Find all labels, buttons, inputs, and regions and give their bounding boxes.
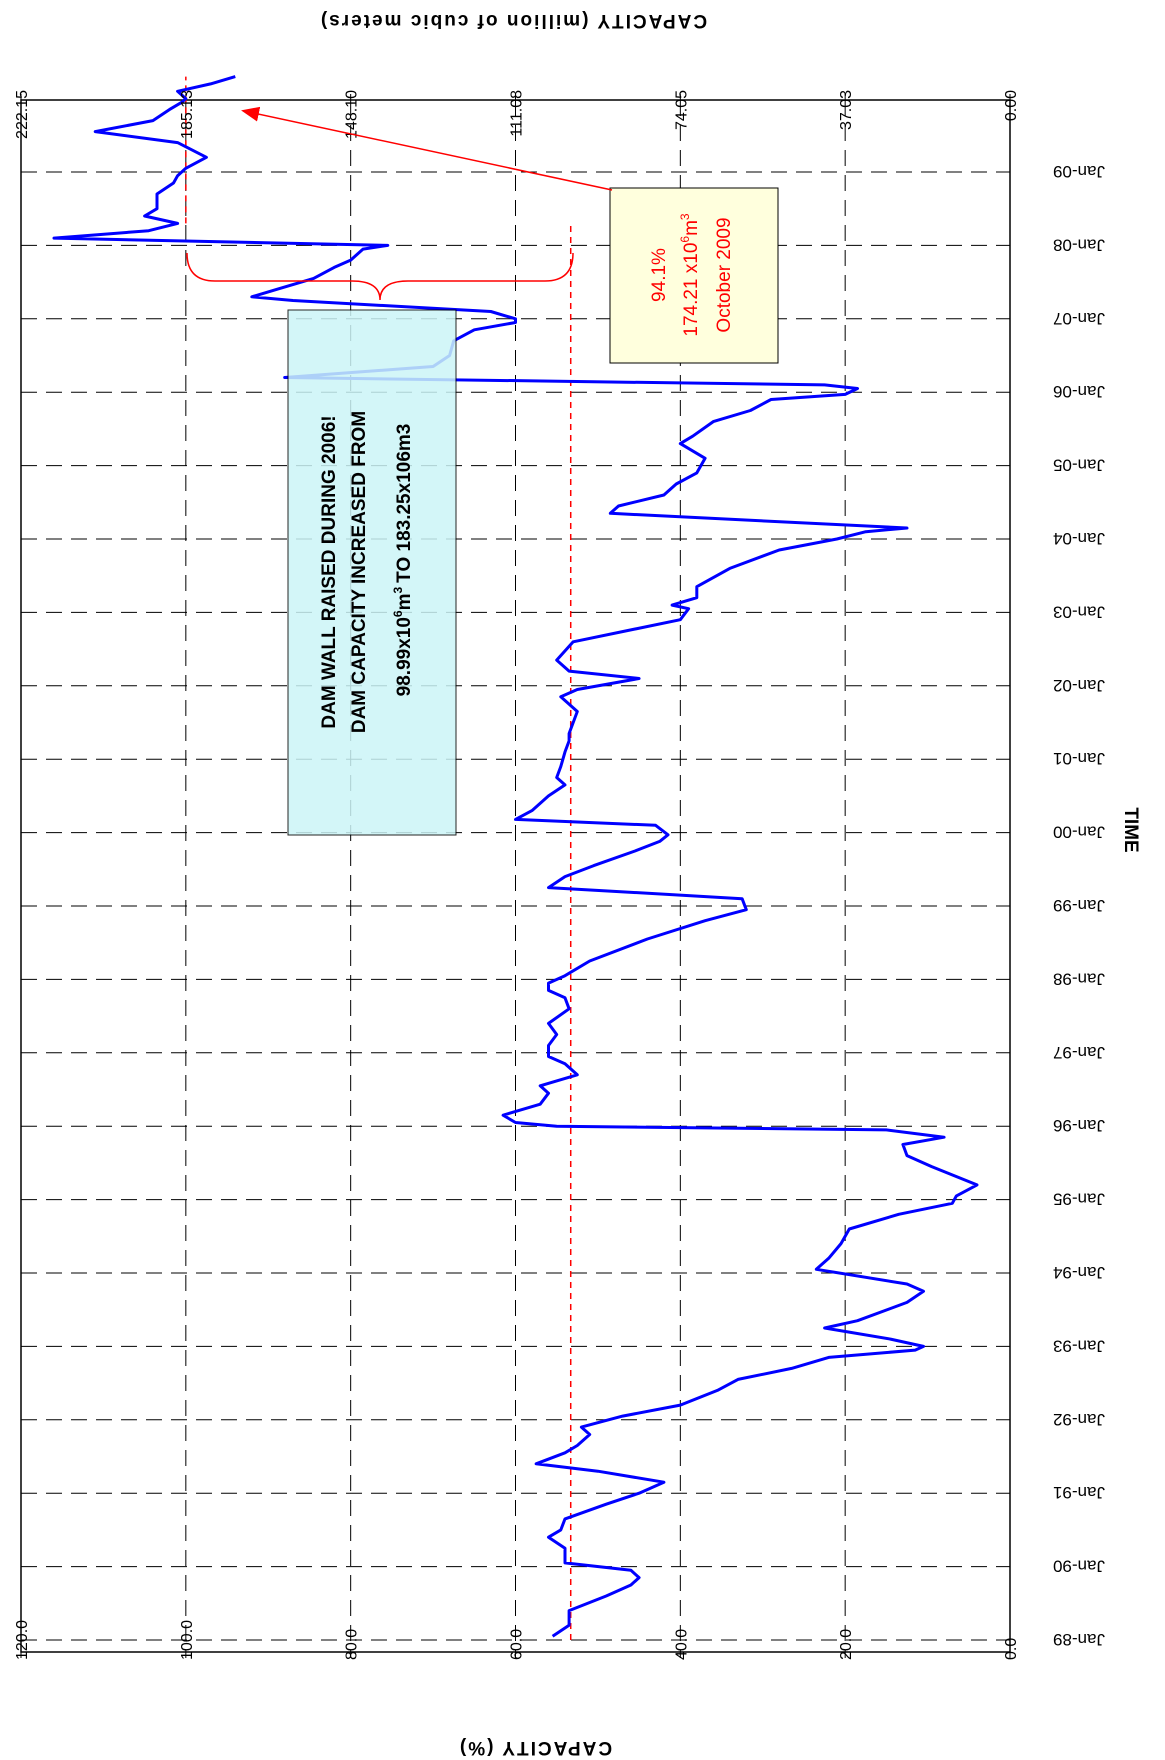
- date-tick-label: Jan-92: [1053, 1410, 1105, 1429]
- grid-lines: [21, 100, 1010, 1652]
- date-tick-label: Jan-94: [1053, 1263, 1105, 1282]
- date-tick-label: Jan-00: [1053, 823, 1105, 842]
- date-tick-label: Jan-99: [1053, 896, 1105, 915]
- date-tick-label: Jan-01: [1053, 749, 1105, 768]
- tick-labels: 0.0 0.00 20.0 37.03 40.0 74.05 60.0 111.08 80.0 1…: [14, 90, 1105, 1660]
- date-tick-label: Jan-91: [1053, 1483, 1105, 1502]
- pct-tick-label: 80.0: [344, 1629, 361, 1660]
- date-tick-label: Jan-07: [1053, 309, 1105, 328]
- date-tick-label: Jan-93: [1053, 1336, 1105, 1355]
- date-tick-label: Jan-04: [1053, 529, 1105, 548]
- date-tick-label: Jan-05: [1053, 456, 1105, 475]
- current-level-arrow: [241, 106, 613, 191]
- pct-tick-label: 0.0: [1003, 1638, 1020, 1660]
- date-tick-label: Jan-96: [1053, 1116, 1105, 1135]
- pct-tick-label: 120.0: [14, 1620, 31, 1660]
- mcm-tick-label: 0.00: [1003, 90, 1020, 121]
- dam-note-box: [287, 309, 457, 836]
- date-tick-label: Jan-97: [1053, 1043, 1105, 1062]
- capacity-increase-brace: [186, 252, 574, 301]
- date-tick-label: Jan-06: [1053, 382, 1105, 401]
- left-axis-title: CAPACITY (%): [458, 1737, 612, 1758]
- mcm-tick-label: 111.08: [509, 90, 526, 137]
- capacity-series-line: [52, 75, 979, 1638]
- reference-lines: [185, 76, 572, 1640]
- dam-note-line3: 98.99x106m3TO 183.25x106m3: [391, 424, 415, 697]
- current-level-line3: October 2009: [714, 217, 735, 332]
- dam-note-line1: DAM WALL RAISED DURING 2006!: [319, 415, 340, 728]
- current-level-line2: 174.21 x106m3: [678, 213, 702, 337]
- date-tick-label: Jan-09: [1053, 162, 1105, 181]
- current-level-line1: 94.1%: [649, 248, 670, 302]
- date-tick-label: Jan-95: [1053, 1190, 1105, 1209]
- current-level-box: [609, 187, 779, 364]
- date-tick-label: Jan-89: [1053, 1630, 1105, 1649]
- mcm-tick-label: 185.13: [179, 90, 196, 139]
- series-group: [52, 75, 979, 1638]
- right-axis-title: CAPACITY (million of cubic meters): [319, 10, 707, 31]
- date-tick-label: Jan-02: [1053, 676, 1105, 695]
- mcm-tick-label: 74.05: [673, 90, 690, 130]
- mcm-tick-label: 37.03: [838, 90, 855, 130]
- pct-tick-label: 20.0: [838, 1629, 855, 1660]
- mcm-tick-label: 148.10: [344, 90, 361, 139]
- date-tick-label: Jan-90: [1053, 1557, 1105, 1576]
- pct-tick-label: 60.0: [509, 1629, 526, 1660]
- dam-note-line2: DAM CAPACITY INCREASED FROM: [349, 411, 370, 733]
- mcm-tick-label: 222.15: [14, 90, 31, 139]
- date-tick-label: Jan-03: [1053, 602, 1105, 621]
- x-axis-title: TIME: [1120, 807, 1141, 852]
- date-tick-label: Jan-08: [1053, 235, 1105, 254]
- pct-tick-label: 100.0: [179, 1620, 196, 1660]
- date-tick-label: Jan-98: [1053, 969, 1105, 988]
- plot-frame: [20, 94, 1011, 1658]
- pct-tick-label: 40.0: [673, 1629, 690, 1660]
